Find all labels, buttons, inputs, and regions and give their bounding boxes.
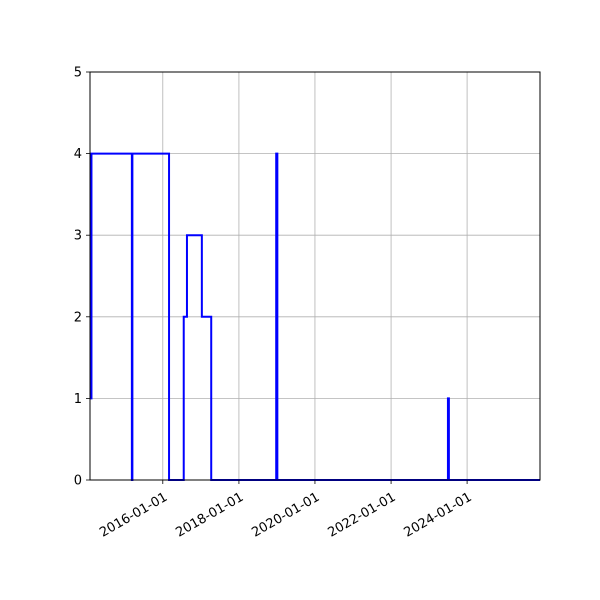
- x-axis: 2016-01-01 2018-01-01 2020-01-01 2022-01-01…: [97, 480, 474, 541]
- y-tick-label-5: 5: [74, 66, 82, 81]
- y-tick-label-0: 0: [74, 474, 82, 489]
- y-axis: 0 1 2 3 4 5: [74, 66, 90, 489]
- y-tick-label-3: 3: [74, 229, 82, 244]
- x-tick-label-4: 2024-01-01: [402, 490, 475, 541]
- x-tick-label-1: 2018-01-01: [173, 490, 246, 541]
- grid-lines: [90, 71, 540, 481]
- y-tick-label-1: 1: [74, 392, 82, 407]
- x-tick-label-2: 2020-01-01: [249, 490, 322, 541]
- y-tick-label-4: 4: [74, 147, 82, 162]
- x-tick-label-0: 2016-01-01: [97, 490, 170, 541]
- y-tick-label-2: 2: [74, 310, 82, 325]
- x-tick-label-3: 2022-01-01: [326, 490, 399, 541]
